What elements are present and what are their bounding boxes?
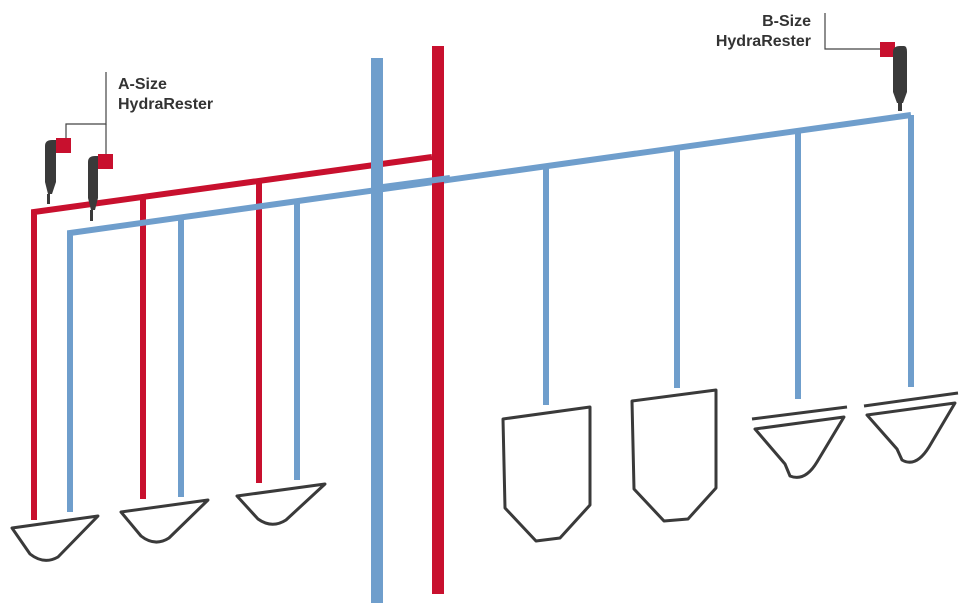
b-size-hydrarester-label: B-Size HydraRester xyxy=(697,12,811,52)
b-size-label-line1: B-Size xyxy=(762,13,811,30)
outlet-c2-top xyxy=(863,391,959,408)
b-size-hydrarester xyxy=(880,42,907,111)
b-size-label-line2: HydraRester xyxy=(715,33,811,50)
a-size-hydrarester-label: A-Size HydraRester xyxy=(118,75,213,115)
b-size-leader xyxy=(824,13,882,50)
outlet-c2-body xyxy=(865,401,957,464)
b-size-outlets xyxy=(501,388,718,543)
outlet-c1-top xyxy=(751,405,848,421)
outlet-a3 xyxy=(235,482,327,526)
blue-header-pipe xyxy=(67,112,912,512)
a-size-hydrarester-1 xyxy=(45,138,71,204)
outlet-a1 xyxy=(10,514,100,562)
outlet-b2 xyxy=(630,388,718,523)
red-branch-system xyxy=(31,154,433,520)
outlet-b1 xyxy=(501,405,592,543)
red-main-riser xyxy=(432,46,444,594)
a-size-leader xyxy=(65,72,107,160)
sidewall-outlets xyxy=(751,391,959,479)
outlet-c1-body xyxy=(753,415,846,479)
blue-branch-system xyxy=(67,112,914,512)
a-size-label-line1: A-Size xyxy=(118,76,167,93)
blue-header-crossing xyxy=(382,175,451,190)
outlet-a2 xyxy=(119,498,210,544)
red-header-pipe xyxy=(31,154,433,520)
blue-main-riser xyxy=(371,58,383,603)
a-size-hydrarester-2 xyxy=(88,154,113,221)
a-size-label-line2: HydraRester xyxy=(118,96,214,113)
a-size-outlets xyxy=(10,482,327,562)
